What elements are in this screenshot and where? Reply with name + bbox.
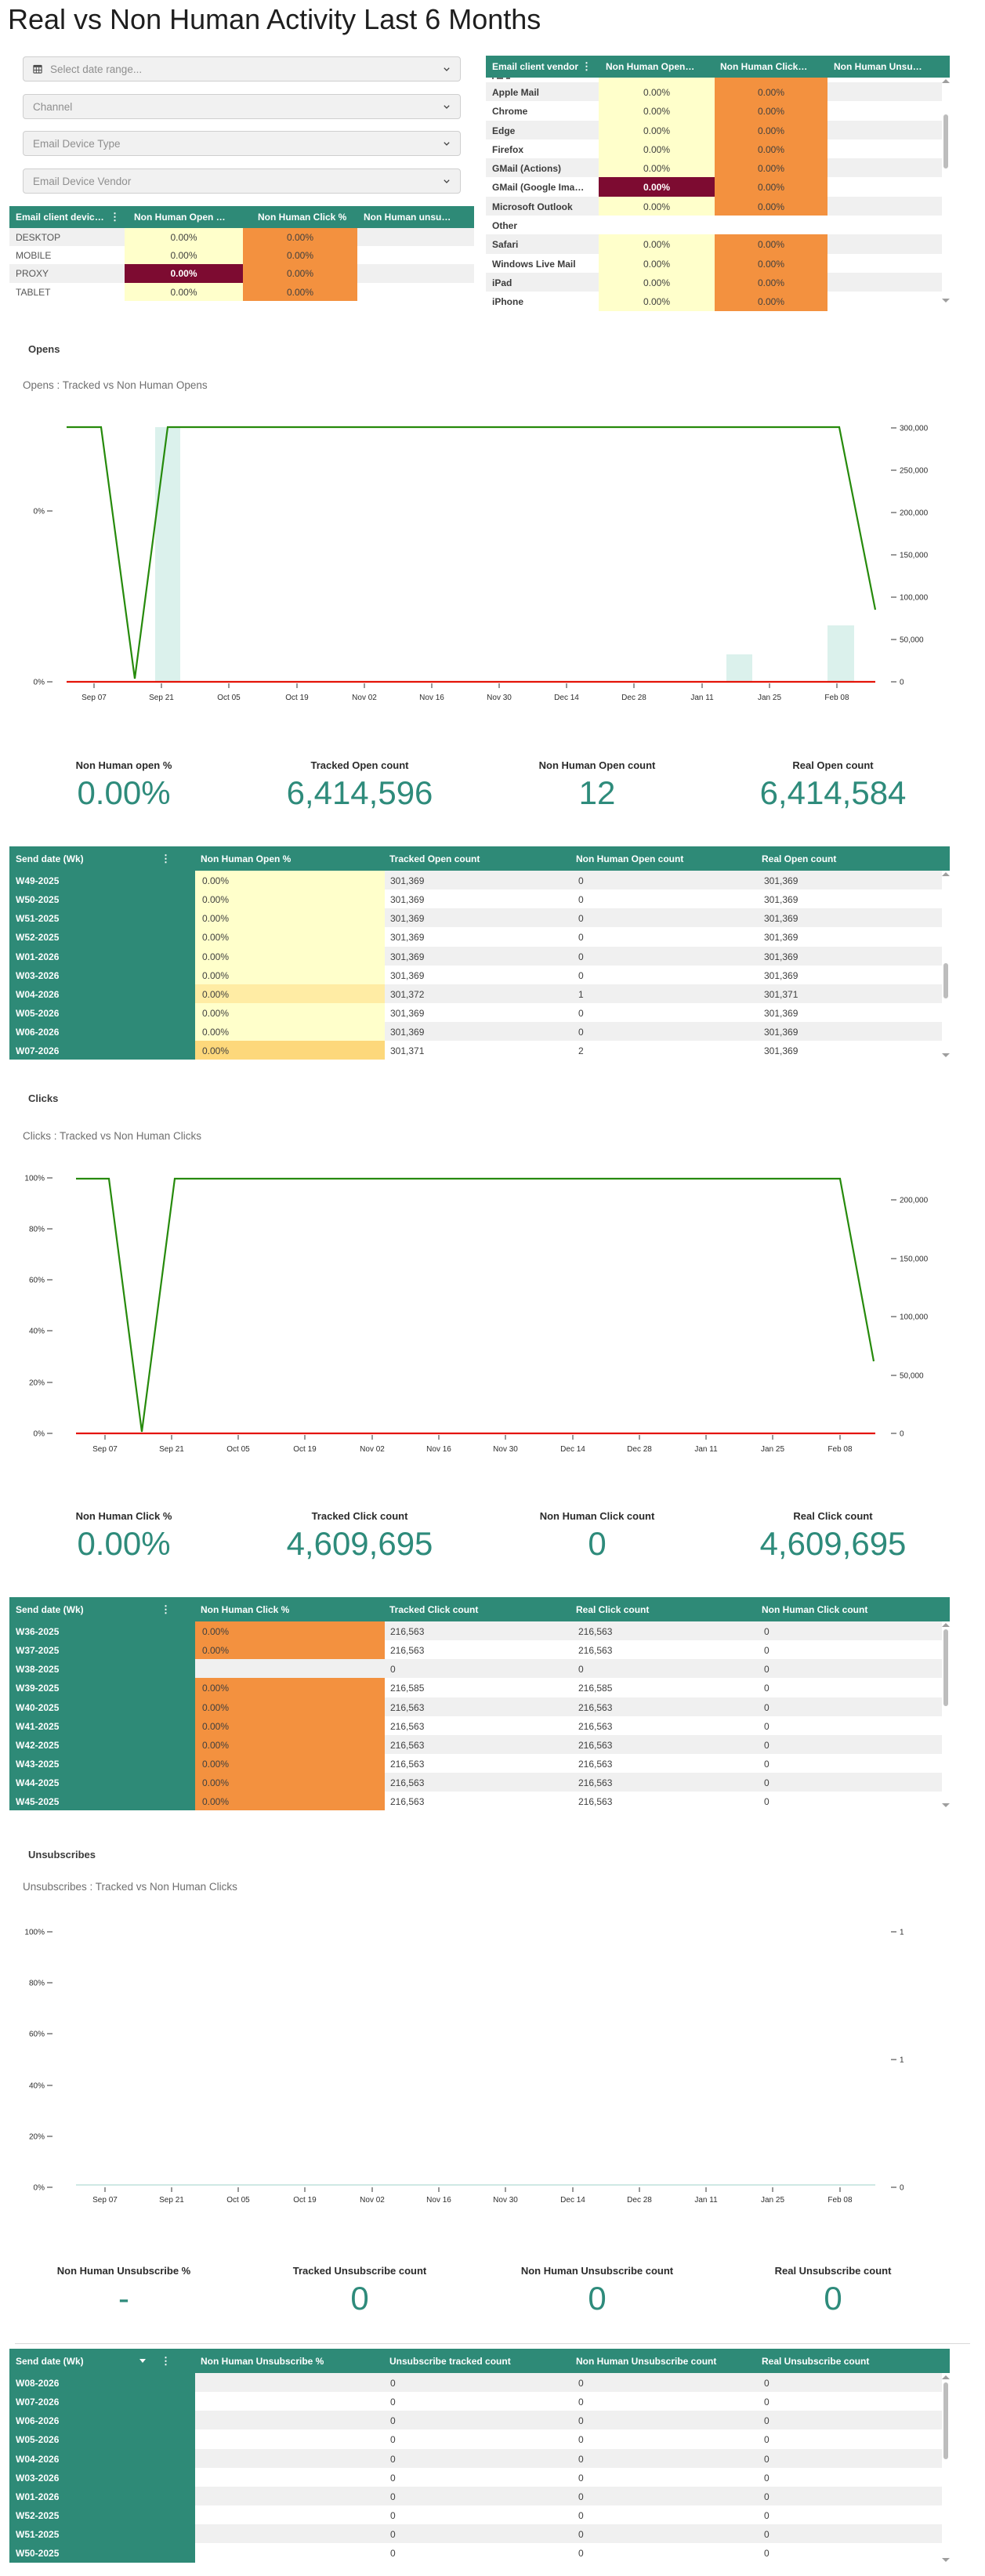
svg-text:20%: 20%	[29, 2133, 45, 2142]
svg-text:Jan 11: Jan 11	[694, 1445, 718, 1454]
svg-text:Nov 16: Nov 16	[426, 1445, 451, 1454]
svg-text:Nov 16: Nov 16	[419, 694, 444, 702]
svg-text:Dec 28: Dec 28	[621, 694, 646, 702]
svg-text:Nov 30: Nov 30	[493, 2196, 518, 2205]
svg-text:Dec 14: Dec 14	[560, 2196, 585, 2205]
svg-text:250,000: 250,000	[900, 467, 929, 476]
svg-text:100%: 100%	[24, 1929, 45, 1937]
svg-text:300,000: 300,000	[900, 425, 929, 433]
svg-text:100%: 100%	[24, 1175, 45, 1183]
svg-text:Feb 08: Feb 08	[827, 1445, 853, 1454]
svg-text:0: 0	[900, 2184, 904, 2193]
svg-text:0%: 0%	[34, 2184, 45, 2193]
svg-text:60%: 60%	[29, 2031, 45, 2039]
svg-text:Nov 30: Nov 30	[487, 694, 512, 702]
svg-text:150,000: 150,000	[900, 1255, 929, 1264]
svg-text:Nov 02: Nov 02	[360, 2196, 385, 2205]
svg-text:100,000: 100,000	[900, 594, 929, 603]
svg-text:80%: 80%	[29, 1226, 45, 1234]
svg-text:Sep 21: Sep 21	[159, 2196, 184, 2205]
svg-text:Sep 07: Sep 07	[92, 2196, 118, 2205]
svg-text:Jan 25: Jan 25	[758, 694, 781, 702]
svg-text:40%: 40%	[29, 1328, 45, 1336]
svg-text:Jan 11: Jan 11	[690, 694, 714, 702]
svg-text:Nov 02: Nov 02	[360, 1445, 385, 1454]
svg-text:Sep 07: Sep 07	[92, 1445, 118, 1454]
svg-text:Sep 07: Sep 07	[81, 694, 107, 702]
svg-text:Sep 21: Sep 21	[159, 1445, 184, 1454]
svg-text:Oct 05: Oct 05	[226, 1445, 250, 1454]
svg-text:40%: 40%	[29, 2082, 45, 2091]
svg-text:0: 0	[900, 679, 904, 687]
svg-text:Oct 05: Oct 05	[217, 694, 241, 702]
svg-text:Jan 25: Jan 25	[761, 2196, 784, 2205]
svg-text:Dec 28: Dec 28	[627, 2196, 652, 2205]
svg-text:100,000: 100,000	[900, 1313, 929, 1322]
svg-text:20%: 20%	[29, 1379, 45, 1388]
svg-text:0%: 0%	[34, 508, 45, 516]
svg-text:60%: 60%	[29, 1277, 45, 1285]
svg-text:200,000: 200,000	[900, 1197, 929, 1205]
svg-text:0: 0	[900, 1430, 904, 1439]
svg-text:Oct 05: Oct 05	[226, 2196, 250, 2205]
svg-text:150,000: 150,000	[900, 552, 929, 560]
svg-text:Jan 11: Jan 11	[694, 2196, 718, 2205]
svg-text:Oct 19: Oct 19	[293, 2196, 317, 2205]
svg-text:Dec 14: Dec 14	[560, 1445, 585, 1454]
svg-text:Feb 08: Feb 08	[824, 694, 849, 702]
svg-text:200,000: 200,000	[900, 509, 929, 518]
svg-text:Oct 19: Oct 19	[293, 1445, 317, 1454]
svg-text:0%: 0%	[34, 1430, 45, 1439]
svg-text:Nov 16: Nov 16	[426, 2196, 451, 2205]
svg-text:Dec 28: Dec 28	[627, 1445, 652, 1454]
svg-text:Feb 08: Feb 08	[827, 2196, 853, 2205]
svg-text:50,000: 50,000	[900, 1372, 924, 1381]
svg-text:Sep 21: Sep 21	[149, 694, 174, 702]
svg-text:0%: 0%	[34, 679, 45, 687]
svg-text:Dec 14: Dec 14	[554, 694, 579, 702]
svg-text:1: 1	[900, 2056, 904, 2065]
svg-text:Jan 25: Jan 25	[761, 1445, 784, 1454]
svg-text:1: 1	[900, 1929, 904, 1937]
svg-text:Nov 30: Nov 30	[493, 1445, 518, 1454]
svg-text:80%: 80%	[29, 1980, 45, 1988]
svg-text:Nov 02: Nov 02	[352, 694, 377, 702]
svg-text:50,000: 50,000	[900, 636, 924, 645]
svg-text:Oct 19: Oct 19	[285, 694, 309, 702]
